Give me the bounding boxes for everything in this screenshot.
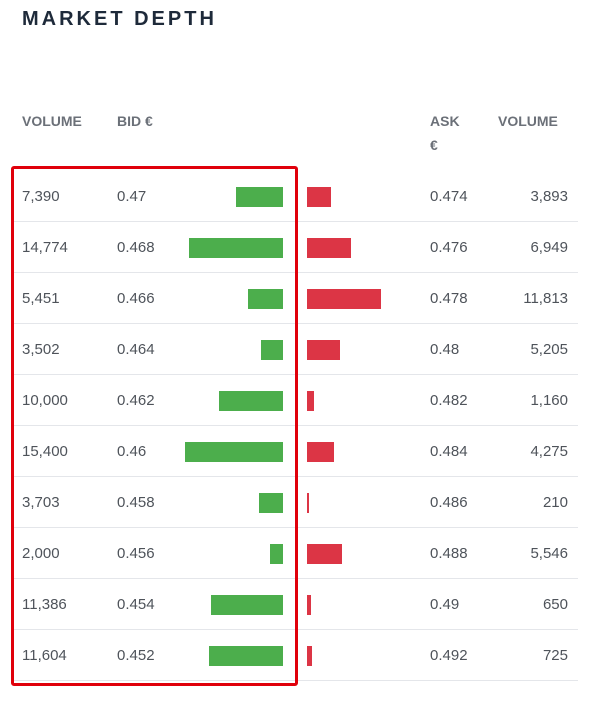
- table-row: 14,774 0.468 0.476 6,949: [14, 222, 578, 273]
- bid-depth-bar: [259, 493, 283, 513]
- ask-depth-bar: [307, 391, 314, 411]
- bid-volume-cell: 10,000: [22, 392, 68, 409]
- table-row: 11,604 0.452 0.492 725: [14, 630, 578, 681]
- table-row: 15,400 0.46 0.484 4,275: [14, 426, 578, 477]
- ask-volume-cell: 4,275: [530, 443, 568, 460]
- bid-depth-bar: [185, 442, 283, 462]
- bid-price-cell: 0.464: [117, 341, 155, 358]
- bid-depth-bar: [189, 238, 283, 258]
- ask-price-cell: 0.492: [430, 647, 468, 664]
- table-row: 3,703 0.458 0.486 210: [14, 477, 578, 528]
- ask-depth-bar: [307, 646, 312, 666]
- page-title: MARKET DEPTH: [22, 8, 217, 30]
- ask-price-cell: 0.482: [430, 392, 468, 409]
- ask-volume-cell: 5,546: [530, 545, 568, 562]
- table-row: 5,451 0.466 0.478 11,813: [14, 273, 578, 324]
- ask-price-cell: 0.48: [430, 341, 460, 358]
- ask-volume-cell: 5,205: [530, 341, 568, 358]
- bid-volume-cell: 7,390: [22, 188, 60, 205]
- ask-price-header: ASK €: [430, 113, 460, 153]
- ask-volume-cell: 210: [542, 494, 568, 511]
- ask-depth-bar: [307, 544, 342, 564]
- table-row: 11,386 0.454 0.49 650: [14, 579, 578, 630]
- bid-price-cell: 0.456: [117, 545, 155, 562]
- ask-price-cell: 0.49: [430, 596, 460, 613]
- bid-price-cell: 0.462: [117, 392, 155, 409]
- ask-depth-bar: [307, 340, 340, 360]
- table-row: 3,502 0.464 0.48 5,205: [14, 324, 578, 375]
- ask-volume-cell: 650: [542, 596, 568, 613]
- ask-price-cell: 0.486: [430, 494, 468, 511]
- bid-price-cell: 0.454: [117, 596, 155, 613]
- bid-depth-bar: [209, 646, 283, 666]
- bid-volume-cell: 11,604: [22, 647, 67, 664]
- bid-price-cell: 0.47: [117, 188, 147, 205]
- bid-depth-bar: [261, 340, 283, 360]
- ask-price-cell: 0.476: [430, 239, 468, 256]
- ask-price-cell: 0.484: [430, 443, 468, 460]
- bid-volume-cell: 14,774: [22, 239, 68, 256]
- ask-depth-bar: [307, 238, 351, 258]
- bid-volume-header: VOLUME: [22, 113, 82, 129]
- bid-volume-cell: 2,000: [22, 545, 60, 562]
- bid-price-cell: 0.468: [117, 239, 155, 256]
- bid-price-cell: 0.466: [117, 290, 155, 307]
- bid-depth-bar: [248, 289, 283, 309]
- ask-volume-cell: 11,813: [523, 290, 568, 307]
- bid-volume-cell: 15,400: [22, 443, 68, 460]
- ask-volume-header: VOLUME: [498, 113, 558, 129]
- bid-price-header: BID €: [117, 113, 153, 129]
- ask-price-cell: 0.478: [430, 290, 468, 307]
- bid-volume-cell: 3,502: [22, 341, 60, 358]
- bid-price-cell: 0.452: [117, 647, 155, 664]
- bid-volume-cell: 3,703: [22, 494, 60, 511]
- table-row: 7,390 0.47 0.474 3,893: [14, 171, 578, 222]
- bid-depth-bar: [211, 595, 283, 615]
- ask-depth-bar: [307, 493, 309, 513]
- table-row: 10,000 0.462 0.482 1,160: [14, 375, 578, 426]
- bid-volume-cell: 5,451: [22, 290, 60, 307]
- bid-depth-bar: [236, 187, 283, 207]
- ask-depth-bar: [307, 187, 331, 207]
- ask-volume-cell: 1,160: [530, 392, 568, 409]
- ask-price-cell: 0.488: [430, 545, 468, 562]
- bid-depth-bar: [270, 544, 283, 564]
- ask-depth-bar: [307, 595, 311, 615]
- bid-price-cell: 0.458: [117, 494, 155, 511]
- ask-depth-bar: [307, 289, 381, 309]
- ask-price-cell: 0.474: [430, 188, 468, 205]
- ask-depth-bar: [307, 442, 334, 462]
- bid-depth-bar: [219, 391, 283, 411]
- ask-volume-cell: 6,949: [530, 239, 568, 256]
- table-row: 2,000 0.456 0.488 5,546: [14, 528, 578, 579]
- market-depth-table: 7,390 0.47 0.474 3,893 14,774 0.468 0.476 6,949…: [14, 171, 578, 681]
- ask-volume-cell: 3,893: [530, 188, 568, 205]
- bid-price-cell: 0.46: [117, 443, 147, 460]
- ask-volume-cell: 725: [542, 647, 568, 664]
- bid-volume-cell: 11,386: [22, 596, 67, 613]
